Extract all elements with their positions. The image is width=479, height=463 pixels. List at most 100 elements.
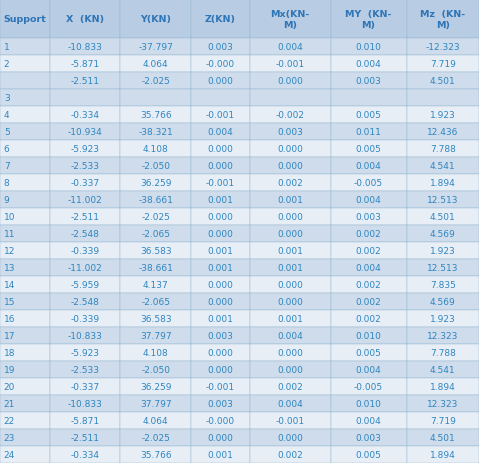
Text: 0.004: 0.004 [277,399,303,408]
Bar [50,0,120,39]
Text: 4.108: 4.108 [143,145,169,154]
Text: 0.003: 0.003 [355,433,381,442]
Text: 0.000: 0.000 [207,348,233,357]
Bar [407,327,479,344]
Text: 24: 24 [4,450,15,459]
Bar [0,327,50,344]
Text: 22: 22 [4,416,15,425]
Bar [120,158,191,175]
Text: 0.004: 0.004 [277,332,303,340]
Bar [120,175,191,192]
Bar [0,56,50,73]
Bar [250,344,331,361]
Text: 1.894: 1.894 [430,382,456,391]
Bar [50,378,120,395]
Text: 0.005: 0.005 [355,111,381,120]
Text: 4.501: 4.501 [430,213,456,222]
Bar [407,124,479,141]
Text: 1.923: 1.923 [430,314,456,324]
Text: -0.001: -0.001 [206,382,235,391]
Bar [0,209,50,226]
Bar [407,73,479,90]
Text: 0.000: 0.000 [207,298,233,307]
Bar [331,0,407,39]
Bar [250,429,331,446]
Text: 18: 18 [4,348,15,357]
Text: -0.001: -0.001 [206,111,235,120]
Bar [250,446,331,463]
Text: -0.005: -0.005 [354,179,383,188]
Text: 0.000: 0.000 [277,298,303,307]
Bar [250,73,331,90]
Bar [0,260,50,276]
Text: 1.894: 1.894 [430,450,456,459]
Bar [191,226,250,243]
Text: -0.000: -0.000 [206,416,235,425]
Bar [331,226,407,243]
Text: 12.323: 12.323 [427,332,458,340]
Bar [407,192,479,209]
Bar [50,294,120,311]
Bar [250,361,331,378]
Bar [0,395,50,412]
Text: -2.511: -2.511 [70,213,100,222]
Text: 4.541: 4.541 [430,162,456,171]
Bar [331,141,407,158]
Text: -0.334: -0.334 [70,450,100,459]
Bar [407,209,479,226]
Bar [120,226,191,243]
Bar [331,107,407,124]
Text: 0.001: 0.001 [207,247,233,256]
Bar [191,344,250,361]
Text: -0.337: -0.337 [70,382,100,391]
Text: 0.000: 0.000 [277,230,303,239]
Bar [191,276,250,294]
Bar [191,192,250,209]
Bar [120,446,191,463]
Bar [120,141,191,158]
Text: 3: 3 [4,94,10,103]
Text: 0.004: 0.004 [207,128,233,137]
Text: 0.004: 0.004 [355,196,381,205]
Bar [50,361,120,378]
Text: -2.025: -2.025 [141,213,170,222]
Bar [250,327,331,344]
Bar [250,378,331,395]
Bar [407,175,479,192]
Bar [331,294,407,311]
Bar [331,344,407,361]
Bar [250,412,331,429]
Bar [191,361,250,378]
Text: 0.004: 0.004 [355,365,381,374]
Text: Mx(KN-
M): Mx(KN- M) [271,10,310,30]
Text: 12.513: 12.513 [427,196,458,205]
Bar [120,311,191,327]
Bar [407,0,479,39]
Bar [250,141,331,158]
Bar [0,107,50,124]
Bar [120,0,191,39]
Text: -2.065: -2.065 [141,298,170,307]
Bar [250,260,331,276]
Text: -0.001: -0.001 [206,179,235,188]
Text: 1: 1 [4,44,10,52]
Text: 0.000: 0.000 [277,145,303,154]
Bar [191,141,250,158]
Bar [0,446,50,463]
Bar [120,73,191,90]
Text: 0.000: 0.000 [207,433,233,442]
Bar [120,56,191,73]
Bar [331,327,407,344]
Bar [407,378,479,395]
Bar [407,158,479,175]
Text: 13: 13 [4,263,15,273]
Text: 8: 8 [4,179,10,188]
Text: -10.833: -10.833 [68,399,103,408]
Bar [250,192,331,209]
Bar [407,260,479,276]
Text: -5.871: -5.871 [70,416,100,425]
Text: 35.766: 35.766 [140,111,171,120]
Text: 0.003: 0.003 [207,399,233,408]
Bar [250,90,331,107]
Bar [250,276,331,294]
